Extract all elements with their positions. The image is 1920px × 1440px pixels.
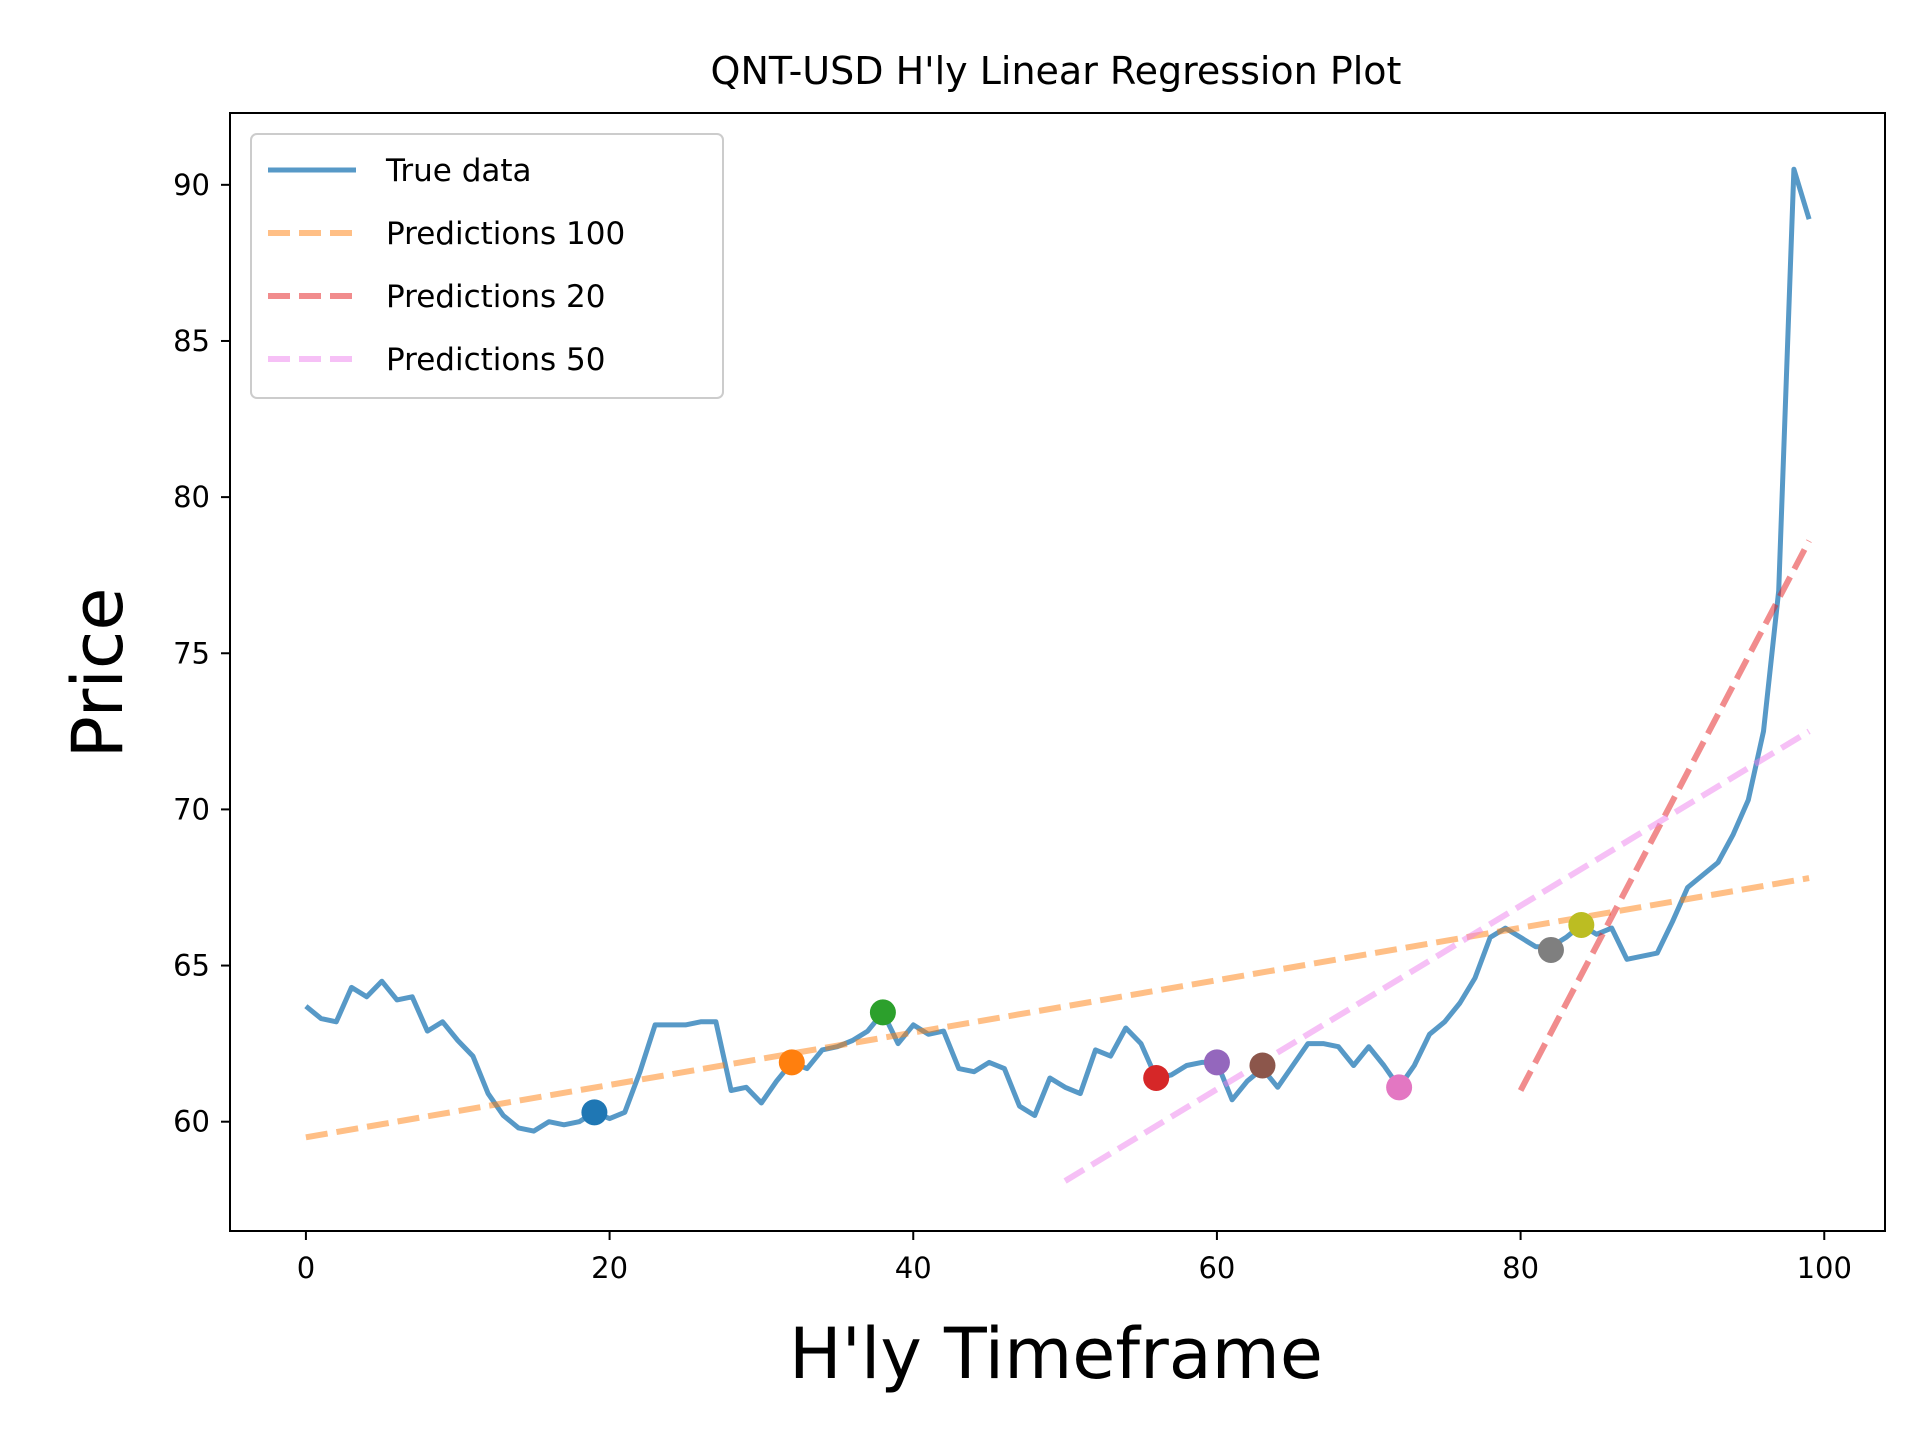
y-tick-label: 70 (173, 792, 210, 826)
legend-label-4: Predictions 50 (386, 342, 605, 378)
highlight-point-2 (778, 1049, 805, 1076)
x-tick-label: 40 (895, 1251, 932, 1285)
highlight-point-8 (1537, 936, 1564, 963)
y-tick-label: 60 (173, 1105, 210, 1139)
legend-label-3: Predictions 20 (386, 279, 605, 315)
series-line-4 (1063, 728, 1811, 1184)
legend-items: True data Predictions 100 Predictions 20 Pr… (268, 153, 625, 378)
highlight-point-1 (581, 1099, 608, 1126)
legend-label-1: True data (385, 153, 532, 189)
x-tick-label: 100 (1797, 1251, 1852, 1285)
x-axis-label: H'ly Timeframe (789, 1313, 1323, 1395)
highlight-point-4 (1143, 1064, 1170, 1091)
marker-layer (581, 911, 1595, 1126)
highlight-point-6 (1249, 1052, 1276, 1079)
y-tick-label: 75 (173, 636, 210, 670)
y-tick-label: 85 (173, 324, 210, 358)
y-tick-label: 80 (173, 480, 210, 514)
y-axis-label: Price (57, 588, 139, 759)
legend-label-2: Predictions 100 (386, 216, 625, 252)
highlight-point-5 (1203, 1049, 1230, 1076)
legend-frame (250, 133, 724, 399)
plot-area: 0 20 40 60 80 100 60 65 70 75 80 85 90 (173, 112, 1886, 1285)
legend: True data Predictions 100 Predictions 20 Pr… (250, 133, 724, 399)
x-tick-label: 60 (1198, 1251, 1235, 1285)
y-axis-ticks: 60 65 70 75 80 85 90 (173, 168, 230, 1139)
chart-title: QNT-USD H'ly Linear Regression Plot (711, 49, 1402, 93)
x-tick-label: 0 (297, 1251, 315, 1285)
x-tick-label: 80 (1502, 1251, 1539, 1285)
axes-frame (229, 112, 1886, 1232)
highlight-point-9 (1568, 911, 1595, 938)
x-tick-label: 20 (591, 1251, 628, 1285)
y-tick-label: 90 (173, 168, 210, 202)
highlight-point-3 (869, 999, 896, 1026)
highlight-point-7 (1386, 1074, 1413, 1101)
y-tick-label: 65 (173, 949, 210, 983)
series-line-2 (305, 875, 1810, 1141)
x-axis-ticks: 0 20 40 60 80 100 (297, 1231, 1852, 1285)
